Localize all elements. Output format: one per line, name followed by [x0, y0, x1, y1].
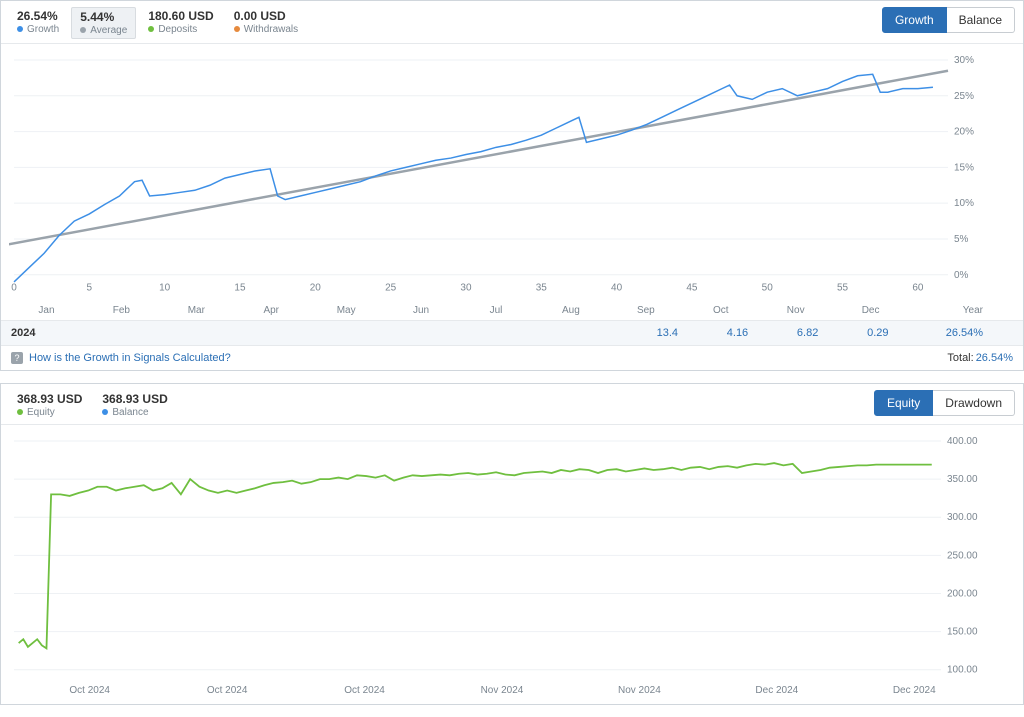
help-icon: ? — [11, 352, 23, 364]
svg-text:5: 5 — [87, 283, 93, 294]
growth-chart: 0% 5% 10% 15% 20% 25% 30% 0 5 10 15 20 25 30 35 40 45 50 5… — [1, 44, 1023, 305]
equity-header: 368.93 USDEquity368.93 USDBalance Equity… — [1, 384, 1023, 425]
help-link[interactable]: How is the Growth in Signals Calculated? — [29, 352, 231, 364]
equity-stats: 368.93 USDEquity368.93 USDBalance — [9, 390, 180, 420]
svg-text:50: 50 — [762, 283, 774, 294]
month-cell: Nov — [758, 305, 833, 316]
svg-text:250.00: 250.00 — [947, 550, 978, 561]
month-cell: Sep — [608, 305, 683, 316]
growth-chart-svg: 0% 5% 10% 15% 20% 25% 30% 0 5 10 15 20 25 30 35 40 45 50 5… — [9, 52, 983, 297]
svg-text:20: 20 — [310, 283, 322, 294]
svg-text:350.00: 350.00 — [947, 474, 978, 485]
stat-item[interactable]: 368.93 USDBalance — [94, 390, 175, 420]
year-label: 2024 — [11, 327, 71, 339]
year-value-cell: 13.4 — [632, 327, 702, 339]
svg-text:30%: 30% — [954, 55, 974, 66]
month-row: JanFebMarAprMayJunJulAugSepOctNovDecYear — [1, 305, 1023, 320]
svg-text:5%: 5% — [954, 234, 969, 245]
month-cell: Apr — [234, 305, 309, 316]
svg-text:25: 25 — [385, 283, 397, 294]
svg-text:200.00: 200.00 — [947, 588, 978, 599]
x-label: Oct 2024 — [21, 685, 158, 696]
x-label: Dec 2024 — [708, 685, 845, 696]
tab-drawdown[interactable]: Drawdown — [933, 390, 1015, 416]
stat-item[interactable]: 0.00 USDWithdrawals — [226, 7, 306, 39]
month-cell: Year — [908, 305, 983, 316]
month-cell: Mar — [159, 305, 234, 316]
year-data-row: 2024 13.44.166.820.2926.54% — [1, 320, 1023, 345]
month-cell: Jul — [459, 305, 534, 316]
svg-text:45: 45 — [686, 283, 698, 294]
equity-x-labels: Oct 2024Oct 2024Oct 2024Nov 2024Nov 2024… — [1, 685, 1023, 704]
svg-text:400.00: 400.00 — [947, 436, 978, 447]
growth-header: 26.54%Growth5.44%Average180.60 USDDeposi… — [1, 1, 1023, 44]
year-value-cell — [141, 327, 211, 339]
svg-text:40: 40 — [611, 283, 623, 294]
growth-tabs: Growth Balance — [882, 7, 1015, 33]
year-values: 13.44.166.820.2926.54% — [71, 327, 983, 339]
stat-item[interactable]: 26.54%Growth — [9, 7, 67, 39]
svg-text:35: 35 — [536, 283, 548, 294]
svg-text:20%: 20% — [954, 127, 974, 138]
help-row: ? How is the Growth in Signals Calculate… — [1, 345, 1023, 370]
stat-item[interactable]: 180.60 USDDeposits — [140, 7, 221, 39]
svg-text:10: 10 — [159, 283, 171, 294]
x-label: Oct 2024 — [296, 685, 433, 696]
stat-item[interactable]: 5.44%Average — [71, 7, 136, 39]
svg-text:0%: 0% — [954, 270, 969, 281]
equity-chart: 100.00 150.00 200.00 250.00 300.00 350.00 400.… — [1, 425, 1023, 686]
year-value-cell — [562, 327, 632, 339]
year-value-cell — [71, 327, 141, 339]
x-label: Nov 2024 — [571, 685, 708, 696]
svg-text:15: 15 — [234, 283, 246, 294]
year-value-cell: 26.54% — [913, 327, 983, 339]
svg-text:10%: 10% — [954, 198, 974, 209]
tab-balance[interactable]: Balance — [947, 7, 1015, 33]
growth-stats: 26.54%Growth5.44%Average180.60 USDDeposi… — [9, 7, 310, 39]
x-label: Dec 2024 — [846, 685, 983, 696]
svg-text:0: 0 — [11, 283, 17, 294]
year-value-cell — [492, 327, 562, 339]
svg-text:15%: 15% — [954, 162, 974, 173]
growth-panel: 26.54%Growth5.44%Average180.60 USDDeposi… — [0, 0, 1024, 371]
equity-tabs: Equity Drawdown — [874, 390, 1015, 416]
year-value-cell — [422, 327, 492, 339]
svg-text:25%: 25% — [954, 91, 974, 102]
year-value-cell: 0.29 — [843, 327, 913, 339]
year-value-cell: 6.82 — [773, 327, 843, 339]
year-value-cell — [211, 327, 281, 339]
year-value-cell — [352, 327, 422, 339]
month-cell: Oct — [683, 305, 758, 316]
month-cell: Jun — [384, 305, 459, 316]
svg-text:150.00: 150.00 — [947, 626, 978, 637]
equity-chart-svg: 100.00 150.00 200.00 250.00 300.00 350.00 400.… — [9, 433, 983, 678]
total-value: 26.54% — [976, 352, 1013, 364]
total-label: Total: — [947, 352, 973, 364]
svg-text:55: 55 — [837, 283, 849, 294]
year-value-cell: 4.16 — [702, 327, 772, 339]
svg-text:100.00: 100.00 — [947, 664, 978, 675]
x-label: Nov 2024 — [433, 685, 570, 696]
x-label: Oct 2024 — [158, 685, 295, 696]
month-cell: Jan — [9, 305, 84, 316]
stat-item[interactable]: 368.93 USDEquity — [9, 390, 90, 420]
tab-growth[interactable]: Growth — [882, 7, 947, 33]
month-cell: Aug — [533, 305, 608, 316]
month-cell: Feb — [84, 305, 159, 316]
equity-panel: 368.93 USDEquity368.93 USDBalance Equity… — [0, 383, 1024, 706]
month-cell: May — [309, 305, 384, 316]
svg-text:60: 60 — [912, 283, 924, 294]
svg-text:300.00: 300.00 — [947, 512, 978, 523]
year-value-cell — [281, 327, 351, 339]
svg-text:30: 30 — [460, 283, 472, 294]
month-cell: Dec — [833, 305, 908, 316]
tab-equity[interactable]: Equity — [874, 390, 933, 416]
